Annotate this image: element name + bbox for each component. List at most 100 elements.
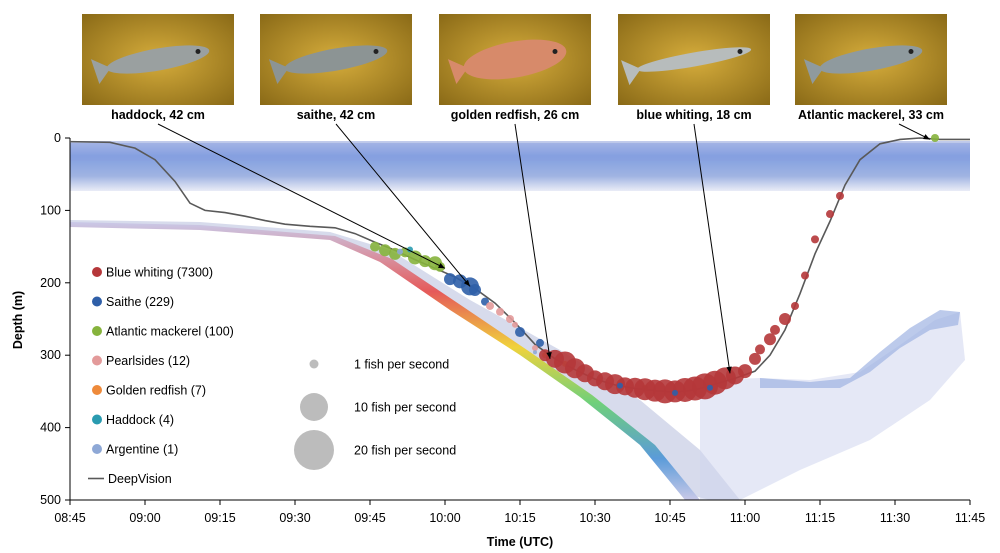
echogram-surface-streaks <box>70 143 970 161</box>
size-legend-label: 20 fish per second <box>354 444 456 458</box>
fish-eye <box>552 49 558 54</box>
y-tick-label: 500 <box>40 493 61 507</box>
x-ticks: 08:45 09:00 09:15 09:30 09:45 10:00 10:15 10:30… <box>54 500 985 525</box>
x-tick-label: 09:00 <box>129 511 160 525</box>
legend-swatch <box>92 326 102 336</box>
legend-label: Haddock (4) <box>106 413 174 427</box>
arrow-line <box>335 123 471 287</box>
size-legend-circle <box>294 430 334 470</box>
fish-eye <box>373 49 379 54</box>
y-axis-title: Depth (m) <box>11 291 25 349</box>
catch-points <box>370 134 939 404</box>
legend-label: Golden redfish (7) <box>106 384 206 398</box>
catch-point <box>515 327 525 338</box>
catch-point <box>444 273 456 286</box>
catch-point <box>931 134 939 142</box>
x-tick-label: 10:00 <box>429 511 460 525</box>
y-tick-label: 0 <box>54 131 61 145</box>
fish-body <box>636 47 752 72</box>
x-tick-label: 09:30 <box>279 511 310 525</box>
x-tick-label: 09:45 <box>354 511 385 525</box>
x-tick-label: 10:30 <box>579 511 610 525</box>
catch-point <box>749 352 761 365</box>
fish-tail <box>447 59 468 85</box>
legend-swatch <box>92 355 102 366</box>
size-legend-label: 1 fish per second <box>354 358 449 372</box>
x-tick-label: 11:30 <box>880 511 910 525</box>
size-legend-circle <box>300 393 328 421</box>
size-legend: 1 fish per second 10 fish per second 20 fi… <box>294 358 456 470</box>
photo-arrows <box>157 123 931 374</box>
arrow-head <box>923 134 930 140</box>
fish-eye <box>737 49 743 54</box>
photo-label: golden redfish, 26 cm <box>451 108 580 122</box>
blue-whiting-photo-icon <box>618 14 770 105</box>
photo-label: haddock, 42 cm <box>111 108 205 122</box>
catch-point <box>755 344 765 355</box>
legend-swatch <box>92 267 102 277</box>
legend-label: DeepVision <box>108 472 172 486</box>
species-photos: haddock, 42 cm saithe, 42 cm golden redfis… <box>82 14 947 122</box>
fish-tail <box>268 59 289 85</box>
x-tick-label: 09:15 <box>204 511 235 525</box>
arrow-line <box>693 123 731 374</box>
catch-point <box>770 324 780 335</box>
arrow-line <box>514 123 551 359</box>
photo-label: Atlantic mackerel, 33 cm <box>798 108 944 122</box>
y-tick-label: 400 <box>40 421 61 435</box>
fish-body <box>463 39 567 80</box>
fish-tail <box>90 59 111 85</box>
legend-swatch <box>92 296 102 307</box>
catch-point <box>617 382 623 389</box>
fish-tail <box>803 59 824 85</box>
catch-point <box>533 350 537 355</box>
catch-point <box>779 313 791 325</box>
axes: 08:45 09:00 09:15 09:30 09:45 10:00 10:15 10:30… <box>11 131 985 549</box>
catch-point <box>811 235 819 244</box>
fish-body <box>819 45 923 74</box>
catch-point <box>764 333 776 346</box>
x-tick-label: 11:45 <box>955 511 985 525</box>
catch-point <box>469 284 481 297</box>
arrow-line <box>157 123 446 269</box>
legend-label: Argentine (1) <box>106 443 178 457</box>
legend-label: Saithe (229) <box>106 295 174 309</box>
catch-point <box>536 338 544 347</box>
fish-body <box>284 45 388 74</box>
x-tick-label: 10:45 <box>654 511 685 525</box>
catch-point <box>707 384 713 391</box>
x-tick-label: 11:15 <box>805 511 835 525</box>
arrow-head <box>438 262 445 269</box>
arrow-head <box>546 352 552 359</box>
catch-point <box>506 315 514 323</box>
catch-point <box>486 301 494 310</box>
fish-body <box>106 45 210 74</box>
size-legend-circle <box>309 359 319 369</box>
catch-point <box>836 191 844 200</box>
y-tick-label: 200 <box>40 276 61 290</box>
golden-redfish-photo-icon <box>439 14 591 105</box>
photo-label: saithe, 42 cm <box>297 108 376 122</box>
catch-point <box>370 241 380 252</box>
catch-point <box>826 210 834 219</box>
x-tick-label: 08:45 <box>54 511 85 525</box>
legend: Blue whiting (7300) Saithe (229) Atlantic … <box>88 266 234 486</box>
fish-eye <box>908 49 914 54</box>
size-legend-label: 10 fish per second <box>354 401 456 415</box>
x-axis-title: Time (UTC) <box>487 535 553 549</box>
legend-label: Atlantic mackerel (100) <box>106 325 234 339</box>
catch-point <box>408 250 422 265</box>
legend-swatch <box>92 444 102 454</box>
catch-point <box>397 248 403 255</box>
shelf-layer <box>760 310 960 388</box>
saithe-photo-icon <box>260 14 412 105</box>
photo-label: blue whiting, 18 cm <box>636 108 751 122</box>
catch-point <box>496 307 504 316</box>
fish-eye <box>195 49 201 54</box>
deep-scatter <box>700 312 965 500</box>
y-tick-label: 100 <box>40 203 61 217</box>
atlantic-mackerel-photo-icon <box>795 14 947 105</box>
catch-point <box>801 271 809 280</box>
fish-tail <box>621 60 641 86</box>
catch-point <box>419 255 431 268</box>
